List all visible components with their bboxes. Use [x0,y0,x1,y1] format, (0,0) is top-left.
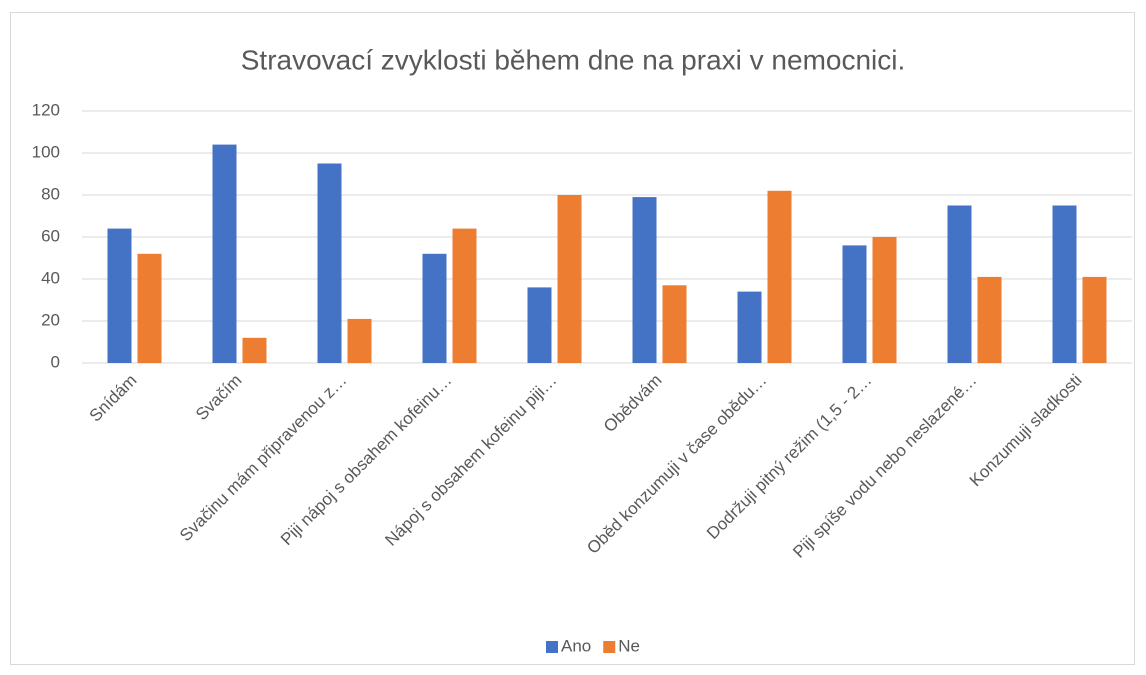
y-tick-label: 20 [41,310,60,329]
bar [737,291,762,363]
chart-title: Stravovací zvyklosti během dne na praxi … [241,44,906,75]
legend-swatch [603,641,616,653]
legend-label: Ne [618,636,640,655]
bar [347,318,372,363]
bar [107,228,132,363]
bar [947,205,972,363]
bar [872,237,897,363]
bar [842,245,867,363]
bar [977,276,1002,363]
bar [212,144,237,363]
bar [662,285,687,363]
bar [557,195,582,363]
legend-label: Ano [561,636,591,655]
y-tick-label: 60 [41,226,60,245]
y-tick-label: 80 [41,184,60,203]
bar [137,253,162,363]
y-tick-label: 100 [32,142,60,161]
bar [1052,205,1077,363]
y-tick-label: 0 [51,352,60,371]
bar [767,190,792,363]
bar [452,228,477,363]
legend-swatch [546,641,558,653]
y-tick-label: 120 [32,100,60,119]
bar [242,337,267,363]
bar [422,253,447,363]
bar [527,287,552,363]
bar [1082,276,1107,363]
y-tick-label: 40 [41,268,60,287]
bar [632,197,657,363]
bar [317,163,342,363]
